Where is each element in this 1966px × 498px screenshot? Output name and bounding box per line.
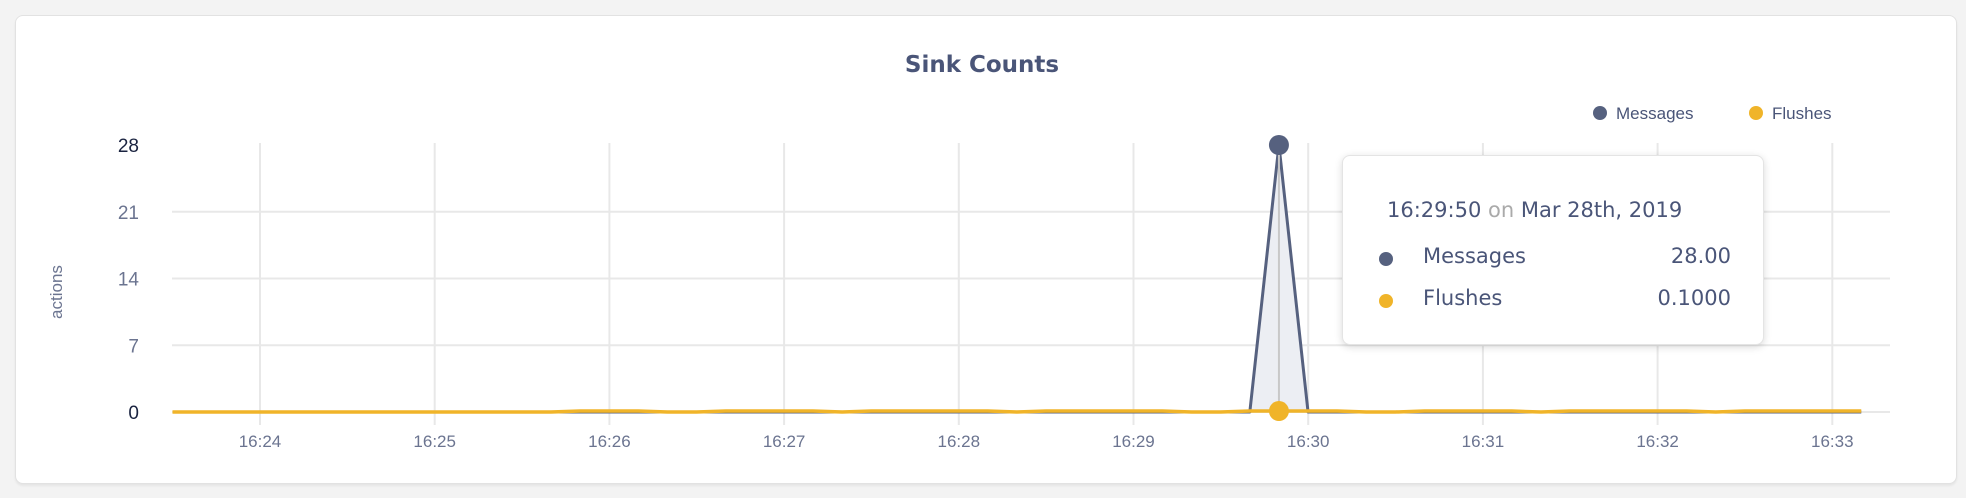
messages-hover-point xyxy=(1268,135,1289,155)
legend-messages: Messages xyxy=(1616,104,1693,123)
x-tick-label: 16:32 xyxy=(1636,432,1679,451)
tooltip-row-flushes: Flushes 0.1000 xyxy=(1379,286,1731,316)
x-tick-label: 16:30 xyxy=(1287,432,1330,451)
x-tick-label: 16:27 xyxy=(763,432,806,451)
y-axis-label: actions xyxy=(47,265,66,319)
tooltip-label: Messages xyxy=(1423,244,1526,268)
x-tick-label: 16:29 xyxy=(1112,432,1155,451)
y-tick-label: 21 xyxy=(118,203,139,224)
tooltip-value: 28.00 xyxy=(1670,244,1731,268)
y-tick-label: 7 xyxy=(128,336,139,357)
tooltip-timestamp: 16:29:50 on Mar 28th, 2019 xyxy=(1387,198,1683,222)
flushes-line xyxy=(172,409,1862,414)
messages-dot-icon xyxy=(1379,252,1393,266)
legend-messages-dot-icon xyxy=(1593,106,1607,120)
x-tick-label: 16:31 xyxy=(1462,432,1505,451)
x-tick-label: 16:24 xyxy=(239,432,282,451)
y-tick-label: 28 xyxy=(118,136,139,157)
legend-flushes-dot-icon xyxy=(1749,106,1763,120)
x-tick-label: 16:33 xyxy=(1811,432,1854,451)
tooltip-label: Flushes xyxy=(1423,286,1503,310)
flushes-hover-point xyxy=(1268,401,1289,422)
x-tick-label: 16:26 xyxy=(588,432,631,451)
chart-title: Sink Counts xyxy=(905,52,1059,78)
x-tick-label: 16:25 xyxy=(413,432,456,451)
tooltip-value: 0.1000 xyxy=(1657,286,1731,310)
y-tick-label: 14 xyxy=(118,270,140,291)
x-tick-label: 16:28 xyxy=(938,432,981,451)
flushes-dot-icon xyxy=(1379,294,1393,308)
legend-flushes: Flushes xyxy=(1772,104,1832,123)
tooltip-row-messages: Messages 28.00 xyxy=(1379,244,1731,274)
y-tick-label: 0 xyxy=(128,403,139,424)
chart-tooltip: 16:29:50 on Mar 28th, 2019 Messages 28.0… xyxy=(1342,155,1764,345)
